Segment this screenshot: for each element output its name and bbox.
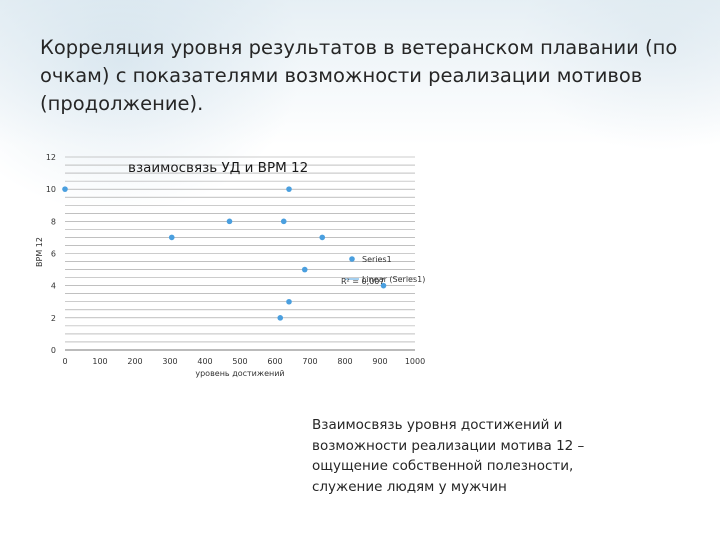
y-tick-label: 6 [51, 250, 56, 259]
data-point [168, 234, 175, 241]
data-point [301, 266, 308, 273]
y-tick-label: 10 [46, 185, 56, 194]
x-tick-label: 500 [232, 357, 247, 366]
y-tick-label: 12 [46, 153, 56, 162]
x-tick-label: 400 [197, 357, 212, 366]
y-tick-labels: 0 2 4 6 8 10 12 [46, 153, 56, 355]
data-point [280, 218, 287, 225]
data-points [62, 186, 387, 321]
slide-header-band [0, 0, 720, 145]
data-point [286, 298, 292, 305]
y-tick-label: 0 [51, 346, 56, 355]
legend-marker-series1 [349, 256, 355, 262]
r-squared-annotation: R² = 0,007 [341, 277, 384, 286]
y-axis-title: ВРМ 12 [35, 237, 44, 267]
slide-title: Корреляция уровня результатов в ветеранс… [40, 36, 678, 115]
gridlines [65, 156, 415, 343]
x-tick-labels: 0 100 200 300 400 500 600 700 800 900 1000 [62, 357, 425, 366]
legend-label-linear: Linear (Series1) [362, 275, 425, 284]
x-tick-label: 900 [372, 357, 387, 366]
x-tick-label: 600 [267, 357, 282, 366]
x-tick-label: 800 [337, 357, 352, 366]
y-tick-label: 2 [51, 314, 56, 323]
y-tick-label: 4 [51, 282, 56, 291]
slide-caption: Взаимосвязь уровня достижений и возможно… [312, 417, 585, 495]
chart-title: взаимосвязь УД и ВРМ 12 [128, 160, 308, 176]
data-point [62, 186, 68, 192]
legend: Series1 Linear (Series1) R² = 0,007 [341, 255, 425, 286]
data-point [277, 315, 284, 321]
x-tick-label: 300 [162, 357, 177, 366]
x-tick-label: 0 [62, 357, 67, 366]
data-point [226, 218, 233, 225]
x-tick-label: 1000 [405, 357, 425, 366]
legend-label-series1: Series1 [362, 255, 392, 264]
x-tick-label: 700 [302, 357, 317, 366]
x-tick-label: 100 [92, 357, 107, 366]
data-point [319, 234, 326, 241]
y-tick-label: 8 [51, 217, 56, 226]
data-point [286, 186, 292, 192]
x-tick-label: 200 [127, 357, 142, 366]
data-point [380, 282, 387, 289]
x-axis-title: уровень достижений [195, 369, 284, 378]
